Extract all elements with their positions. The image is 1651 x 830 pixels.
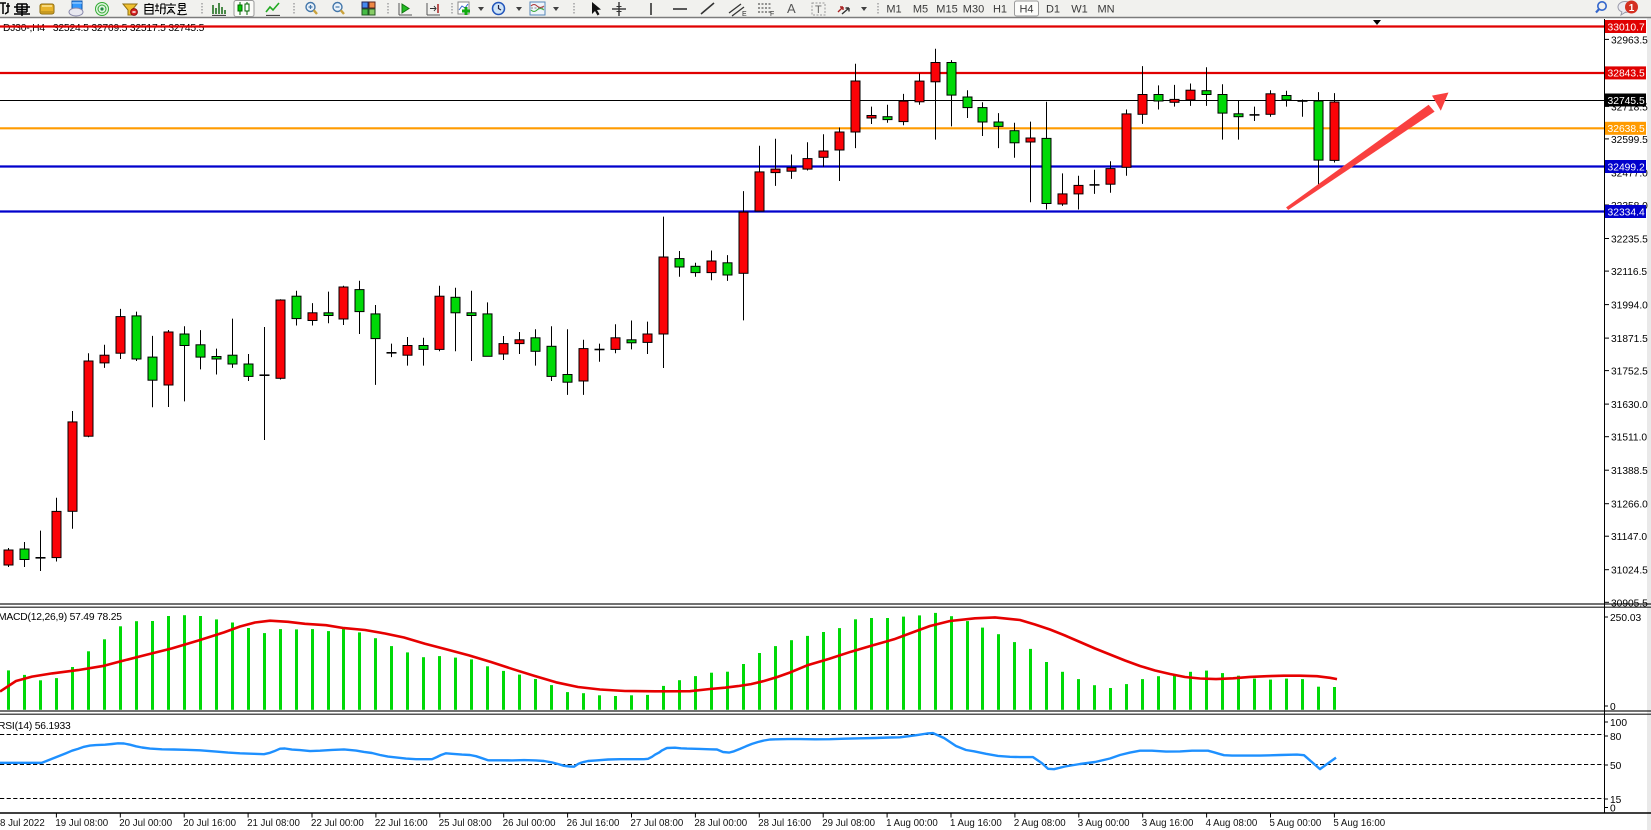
svg-text:32843.5: 32843.5 (1608, 69, 1645, 80)
svg-text:A: A (787, 1, 796, 16)
svg-text:100: 100 (1610, 718, 1627, 729)
svg-text:15: 15 (1610, 795, 1622, 806)
svg-text:D1: D1 (1046, 4, 1060, 16)
svg-text:32718.5: 32718.5 (1611, 102, 1648, 113)
svg-text:29 Jul 08:00: 29 Jul 08:00 (822, 818, 875, 829)
svg-text:19 Jul 08:00: 19 Jul 08:00 (55, 818, 108, 829)
svg-text:5 Aug 16:00: 5 Aug 16:00 (1333, 818, 1385, 829)
svg-text:4 Aug 08:00: 4 Aug 08:00 (1206, 818, 1258, 829)
svg-text:2 Aug 08:00: 2 Aug 08:00 (1014, 818, 1066, 829)
svg-text:3 Aug 00:00: 3 Aug 00:00 (1078, 818, 1130, 829)
svg-text:21 Jul 08:00: 21 Jul 08:00 (247, 818, 300, 829)
svg-text:20 Jul 00:00: 20 Jul 00:00 (119, 818, 172, 829)
svg-text:32599.5: 32599.5 (1611, 135, 1648, 146)
svg-text:1 Aug 00:00: 1 Aug 00:00 (886, 818, 938, 829)
svg-text:31630.0: 31630.0 (1611, 400, 1648, 411)
svg-text:26 Jul 00:00: 26 Jul 00:00 (503, 818, 556, 829)
svg-text:32499.2: 32499.2 (1608, 162, 1645, 173)
svg-text:DJ30-,H4 32524.5 32769.5 325: DJ30-,H4 32524.5 32769.5 32517.5 32745.5 (3, 23, 205, 34)
svg-text:31388.5: 31388.5 (1611, 466, 1648, 477)
svg-text:E: E (742, 11, 747, 18)
svg-text:H1: H1 (993, 4, 1007, 16)
svg-text:80: 80 (1610, 732, 1622, 743)
svg-text:M15: M15 (936, 4, 957, 16)
svg-text:31147.0: 31147.0 (1611, 532, 1647, 543)
svg-text:8 Jul 2022: 8 Jul 2022 (0, 818, 45, 829)
svg-text:32235.5: 32235.5 (1611, 235, 1648, 246)
svg-text:M30: M30 (963, 4, 984, 16)
svg-text:31266.0: 31266.0 (1611, 500, 1648, 511)
svg-text:31511.0: 31511.0 (1611, 433, 1647, 444)
svg-text:50: 50 (1610, 761, 1622, 772)
svg-text:31024.5: 31024.5 (1611, 566, 1648, 577)
svg-text:28 Jul 00:00: 28 Jul 00:00 (694, 818, 747, 829)
svg-text:25 Jul 08:00: 25 Jul 08:00 (439, 818, 492, 829)
svg-text:RSI(14) 56.1933: RSI(14) 56.1933 (0, 721, 71, 732)
svg-text:1 Aug 16:00: 1 Aug 16:00 (950, 818, 1002, 829)
svg-text:0: 0 (1610, 804, 1616, 815)
svg-text:H4: H4 (1019, 4, 1033, 16)
svg-text:F: F (770, 11, 774, 18)
svg-text:26 Jul 16:00: 26 Jul 16:00 (567, 818, 620, 829)
svg-text:T: T (815, 4, 822, 16)
svg-text:31994.0: 31994.0 (1611, 301, 1648, 312)
svg-text:31871.5: 31871.5 (1611, 334, 1648, 345)
svg-text:M5: M5 (913, 4, 928, 16)
svg-text:32638.5: 32638.5 (1608, 124, 1645, 135)
svg-text:32745.5: 32745.5 (1608, 96, 1645, 107)
svg-text:MN: MN (1097, 4, 1114, 16)
svg-text:28 Jul 16:00: 28 Jul 16:00 (758, 818, 811, 829)
svg-text:20 Jul 16:00: 20 Jul 16:00 (183, 818, 236, 829)
svg-text:31752.5: 31752.5 (1611, 367, 1648, 378)
svg-text:W1: W1 (1071, 4, 1088, 16)
svg-text:32477.0: 32477.0 (1611, 169, 1648, 180)
svg-text:27 Jul 08:00: 27 Jul 08:00 (631, 818, 684, 829)
svg-text:22 Jul 16:00: 22 Jul 16:00 (375, 818, 428, 829)
svg-text:MACD(12,26,9) 57.49 78.25: MACD(12,26,9) 57.49 78.25 (0, 612, 122, 623)
svg-text:22 Jul 00:00: 22 Jul 00:00 (311, 818, 364, 829)
svg-text:M1: M1 (886, 4, 901, 16)
svg-text:0: 0 (1610, 702, 1616, 713)
svg-text:32334.4: 32334.4 (1608, 207, 1645, 218)
svg-text:30905.5: 30905.5 (1611, 598, 1648, 609)
svg-text:1: 1 (1629, 3, 1635, 14)
svg-text:32963.5: 32963.5 (1611, 35, 1648, 46)
svg-text:250.03: 250.03 (1610, 613, 1641, 624)
svg-text:32116.5: 32116.5 (1611, 267, 1647, 278)
svg-text:3 Aug 16:00: 3 Aug 16:00 (1142, 818, 1194, 829)
svg-text:5 Aug 00:00: 5 Aug 00:00 (1270, 818, 1322, 829)
svg-text:33010.7: 33010.7 (1608, 22, 1645, 33)
